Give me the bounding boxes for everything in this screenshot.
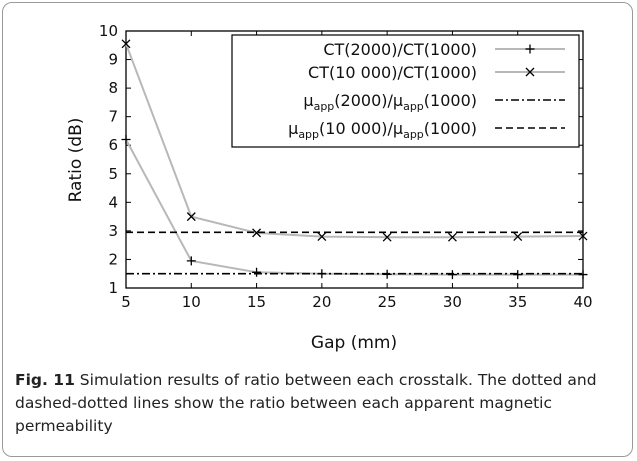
legend-label-part: μ xyxy=(303,91,313,110)
x-tick-label: 30 xyxy=(443,293,462,311)
caption-text: Simulation results of ratio between each… xyxy=(15,371,597,435)
x-tick-label: 35 xyxy=(508,293,527,311)
legend-marker-1 xyxy=(525,67,535,77)
series-0-point xyxy=(513,270,523,280)
series-1-point xyxy=(578,231,588,241)
legend-label-part: app xyxy=(403,128,424,141)
y-tick-label: 7 xyxy=(108,108,118,126)
x-tick-label: 20 xyxy=(312,293,331,311)
x-tick-label: 40 xyxy=(573,293,592,311)
series-0-point xyxy=(186,256,196,266)
x-tick-label: 25 xyxy=(378,293,397,311)
figure-caption: Fig. 11 Simulation results of ratio betw… xyxy=(15,369,625,438)
plot-frame xyxy=(125,30,584,289)
legend-label-part: (1000) xyxy=(424,119,477,138)
series-1-point xyxy=(382,232,392,242)
caption-label: Fig. 11 xyxy=(15,371,75,389)
series-0-point xyxy=(121,135,131,145)
y-tick-label: 9 xyxy=(108,51,118,69)
series-0-line xyxy=(125,139,583,276)
x-tick-label: 15 xyxy=(247,293,266,311)
x-tick-label: 10 xyxy=(182,293,201,311)
legend-label-3: μapp(10 000)/μapp(1000) xyxy=(288,119,477,141)
series-0-point xyxy=(447,270,457,280)
series-0-point xyxy=(578,270,588,280)
y-tick-label: 3 xyxy=(108,222,118,240)
y-tick-label: 10 xyxy=(99,22,118,40)
legend-label-part: (10 000)/μ xyxy=(319,119,403,138)
legend-label-2: μapp(2000)/μapp(1000) xyxy=(303,91,477,113)
x-tick-label: 5 xyxy=(121,293,131,311)
series-0-point xyxy=(252,267,262,277)
legend-label-part: app xyxy=(314,100,335,113)
series-1-point xyxy=(252,228,262,238)
legend-label-part: (1000) xyxy=(424,91,477,110)
legend: CT(2000)/CT(1000)CT(10 000)/CT(1000)μapp… xyxy=(231,34,580,148)
series-1-point xyxy=(186,212,196,222)
y-tick-label: 8 xyxy=(108,79,118,97)
y-axis-label: Ratio (dB) xyxy=(66,118,86,203)
axes: 5 10 15 20 25 30 35 40 1 2 3 4 5 6 7 8 9 10 xyxy=(99,22,593,311)
x-axis-label: Gap (mm) xyxy=(311,333,397,353)
series-1-point xyxy=(447,232,457,242)
legend-label-0: CT(2000)/CT(1000) xyxy=(323,40,477,59)
legend-label-part: app xyxy=(298,128,319,141)
figure-frame xyxy=(2,2,633,457)
y-tick-label: 2 xyxy=(108,250,118,268)
legend-label-part: (2000)/μ xyxy=(334,91,403,110)
legend-marker-0 xyxy=(525,44,535,54)
legend-label-1: CT(10 000)/CT(1000) xyxy=(308,63,477,82)
y-tick-label: 5 xyxy=(108,165,118,183)
series-1-point xyxy=(513,232,523,242)
series-1-line xyxy=(125,43,584,239)
series-1-point xyxy=(121,39,131,49)
series-1-point xyxy=(317,232,327,242)
y-tick-label: 4 xyxy=(108,193,118,211)
y-tick-label: 6 xyxy=(108,136,118,154)
legend-label-part: app xyxy=(403,100,424,113)
y-tick-label: 1 xyxy=(108,279,118,297)
legend-label-part: μ xyxy=(288,119,298,138)
series-layer xyxy=(121,39,588,280)
